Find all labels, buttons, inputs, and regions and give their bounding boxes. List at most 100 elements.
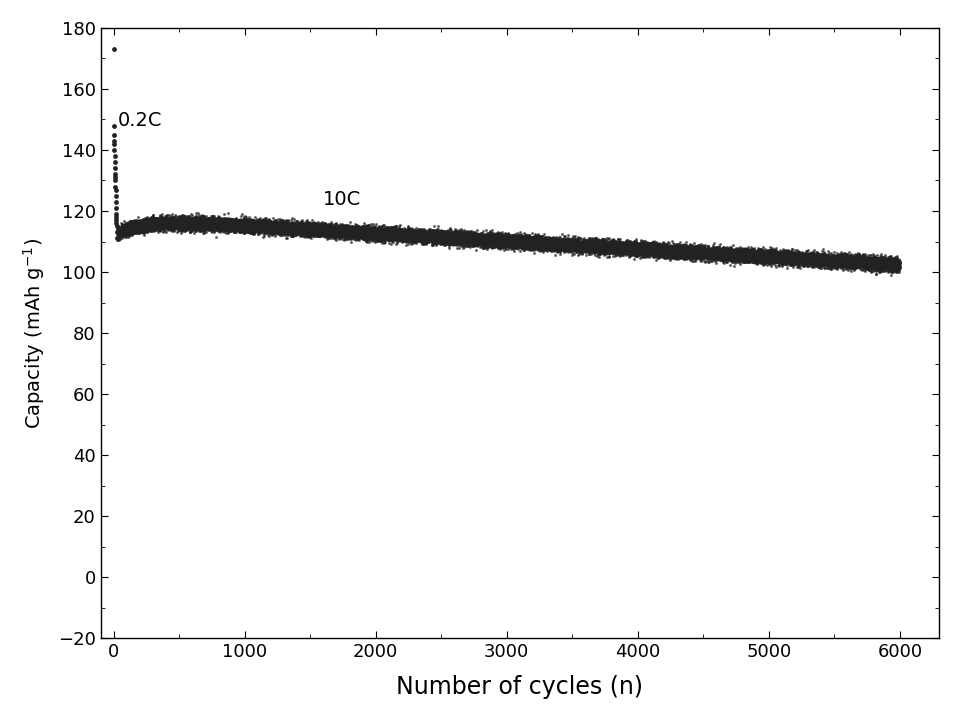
Point bbox=[301, 225, 317, 237]
Point bbox=[396, 235, 411, 247]
Point bbox=[513, 235, 528, 247]
Point bbox=[221, 215, 236, 226]
Point bbox=[866, 258, 881, 270]
Point bbox=[110, 228, 126, 240]
Point bbox=[612, 241, 628, 253]
Point bbox=[151, 224, 166, 235]
Point bbox=[815, 248, 830, 259]
Point bbox=[238, 222, 253, 234]
Point bbox=[677, 247, 692, 258]
Point bbox=[323, 216, 338, 228]
Point bbox=[352, 228, 368, 239]
Point bbox=[587, 240, 602, 251]
Point bbox=[439, 235, 454, 247]
Point bbox=[517, 229, 533, 240]
Point bbox=[783, 250, 799, 261]
Point bbox=[135, 215, 151, 226]
Point bbox=[431, 228, 446, 240]
Point bbox=[493, 241, 509, 253]
Point bbox=[179, 221, 194, 233]
Point bbox=[412, 228, 427, 239]
Point bbox=[444, 236, 459, 248]
Point bbox=[790, 248, 805, 260]
Point bbox=[743, 246, 758, 258]
Point bbox=[369, 223, 384, 235]
Point bbox=[878, 257, 894, 269]
Point bbox=[173, 220, 188, 231]
Point bbox=[155, 218, 170, 230]
Point bbox=[861, 258, 876, 270]
Point bbox=[538, 241, 553, 253]
Point bbox=[849, 259, 864, 271]
Point bbox=[720, 248, 735, 260]
Point bbox=[283, 225, 299, 236]
Point bbox=[410, 224, 425, 235]
Point bbox=[562, 236, 577, 248]
Point bbox=[345, 225, 360, 236]
Point bbox=[137, 222, 153, 233]
Point bbox=[705, 256, 720, 267]
Point bbox=[644, 239, 660, 251]
Point bbox=[228, 223, 244, 235]
Point bbox=[703, 251, 718, 262]
Point bbox=[216, 217, 231, 229]
Point bbox=[320, 220, 335, 231]
Point bbox=[236, 227, 252, 238]
Point bbox=[164, 215, 180, 226]
Point bbox=[764, 253, 780, 265]
Point bbox=[540, 240, 556, 252]
Point bbox=[511, 239, 526, 251]
Point bbox=[285, 217, 300, 229]
Point bbox=[190, 215, 205, 227]
Point bbox=[594, 234, 610, 246]
Point bbox=[721, 247, 736, 258]
Point bbox=[116, 225, 132, 236]
Point bbox=[460, 234, 475, 246]
Point bbox=[862, 251, 877, 263]
Point bbox=[560, 238, 575, 250]
Point bbox=[838, 253, 853, 265]
Point bbox=[382, 225, 397, 236]
Point bbox=[369, 227, 384, 238]
Point bbox=[179, 217, 194, 229]
Point bbox=[787, 252, 803, 264]
Point bbox=[225, 219, 240, 230]
Point bbox=[234, 224, 250, 235]
Point bbox=[386, 223, 401, 235]
Point bbox=[563, 233, 578, 245]
Point bbox=[248, 221, 263, 233]
Point bbox=[418, 227, 433, 238]
Point bbox=[412, 228, 427, 240]
Point bbox=[634, 246, 649, 257]
Point bbox=[229, 217, 245, 228]
Point bbox=[767, 248, 782, 259]
Point bbox=[218, 215, 233, 227]
Point bbox=[823, 254, 838, 266]
Point bbox=[698, 246, 713, 258]
Point bbox=[368, 226, 383, 238]
Point bbox=[378, 232, 394, 243]
Point bbox=[473, 228, 489, 239]
Point bbox=[229, 224, 245, 235]
Point bbox=[182, 226, 198, 238]
Point bbox=[774, 253, 789, 265]
Point bbox=[777, 258, 792, 269]
Point bbox=[733, 251, 749, 263]
Point bbox=[558, 243, 573, 254]
Point bbox=[702, 250, 717, 261]
Point bbox=[762, 248, 778, 259]
Point bbox=[201, 220, 216, 231]
Point bbox=[570, 245, 586, 256]
Point bbox=[179, 222, 194, 234]
Point bbox=[491, 233, 506, 244]
Point bbox=[652, 242, 667, 253]
Point bbox=[262, 228, 277, 239]
Point bbox=[787, 251, 803, 262]
Point bbox=[314, 225, 329, 236]
Point bbox=[132, 217, 148, 229]
Point bbox=[230, 215, 246, 227]
Point bbox=[350, 226, 366, 238]
Point bbox=[779, 251, 794, 263]
Point bbox=[520, 230, 536, 242]
Point bbox=[626, 246, 641, 257]
